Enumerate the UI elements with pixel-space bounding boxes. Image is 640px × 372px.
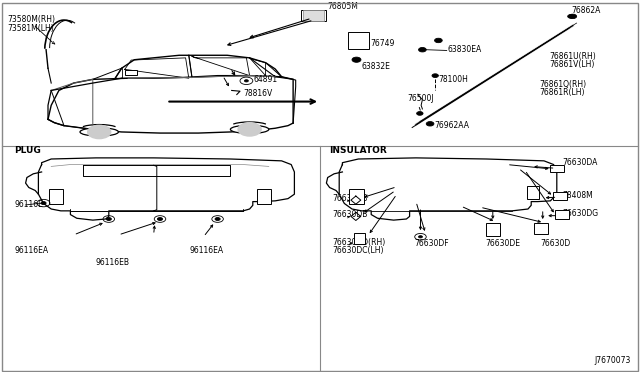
Text: 76630DF: 76630DF	[415, 239, 449, 248]
Bar	[550, 165, 564, 171]
Bar	[348, 32, 369, 49]
Circle shape	[157, 218, 163, 221]
Text: 76861Q(RH): 76861Q(RH)	[539, 80, 586, 89]
Text: 76500J: 76500J	[407, 94, 434, 103]
Circle shape	[569, 14, 577, 19]
Text: 78100H: 78100H	[438, 75, 468, 84]
Text: 78408M: 78408M	[562, 191, 593, 200]
Circle shape	[568, 15, 574, 18]
Text: 76630DG: 76630DG	[562, 209, 598, 218]
Bar	[534, 223, 548, 234]
Bar	[555, 211, 569, 219]
Text: 76630DC(LH): 76630DC(LH)	[333, 246, 384, 255]
Text: 96116EB: 96116EB	[96, 258, 130, 267]
Circle shape	[419, 48, 426, 52]
Text: 76962AA: 76962AA	[434, 121, 469, 130]
Bar	[486, 223, 500, 236]
Circle shape	[88, 125, 111, 139]
Text: 76630D: 76630D	[541, 239, 571, 248]
Text: 76805M: 76805M	[328, 1, 358, 10]
Bar	[354, 234, 365, 244]
Ellipse shape	[230, 125, 269, 134]
Bar	[349, 189, 364, 204]
Text: 73581M(LH): 73581M(LH)	[8, 24, 54, 33]
Circle shape	[352, 57, 361, 62]
Circle shape	[106, 218, 111, 221]
Text: 76861U(RH): 76861U(RH)	[549, 52, 596, 61]
Bar	[301, 10, 326, 21]
Bar	[527, 186, 539, 199]
Text: 76861R(LH): 76861R(LH)	[539, 87, 584, 97]
Text: 76861V(LH): 76861V(LH)	[549, 60, 595, 69]
Text: 63832E: 63832E	[362, 62, 390, 71]
Text: 76630DB: 76630DB	[333, 194, 368, 203]
Text: PLUG: PLUG	[14, 146, 41, 155]
Bar	[303, 10, 324, 21]
Text: 96116EA: 96116EA	[14, 247, 48, 256]
Circle shape	[435, 38, 442, 43]
Circle shape	[41, 202, 46, 205]
Bar	[49, 189, 63, 204]
Text: 63830EA: 63830EA	[448, 45, 483, 54]
Text: 96116E: 96116E	[14, 200, 43, 209]
Text: 73580M(RH): 73580M(RH)	[8, 15, 56, 24]
Text: 76630DE: 76630DE	[485, 239, 520, 248]
Text: INSULATOR: INSULATOR	[330, 146, 387, 155]
Ellipse shape	[80, 128, 118, 136]
Text: 78816V: 78816V	[243, 89, 273, 97]
Circle shape	[426, 122, 434, 126]
Text: 96116EA: 96116EA	[189, 247, 223, 256]
Text: 76749: 76749	[370, 39, 394, 48]
Text: J7670073: J7670073	[594, 356, 630, 365]
Circle shape	[419, 236, 422, 238]
Circle shape	[417, 112, 423, 115]
Circle shape	[238, 123, 261, 136]
Bar	[125, 70, 137, 75]
Circle shape	[215, 218, 220, 221]
Text: 76630DD(RH): 76630DD(RH)	[333, 238, 386, 247]
Text: 64891: 64891	[253, 74, 278, 84]
Bar	[553, 192, 567, 200]
Bar	[257, 189, 271, 204]
Circle shape	[244, 80, 248, 82]
Text: 76630DA: 76630DA	[562, 158, 597, 167]
Circle shape	[432, 74, 438, 77]
Text: 76862A: 76862A	[571, 6, 600, 15]
Text: 76630DB: 76630DB	[333, 210, 368, 219]
